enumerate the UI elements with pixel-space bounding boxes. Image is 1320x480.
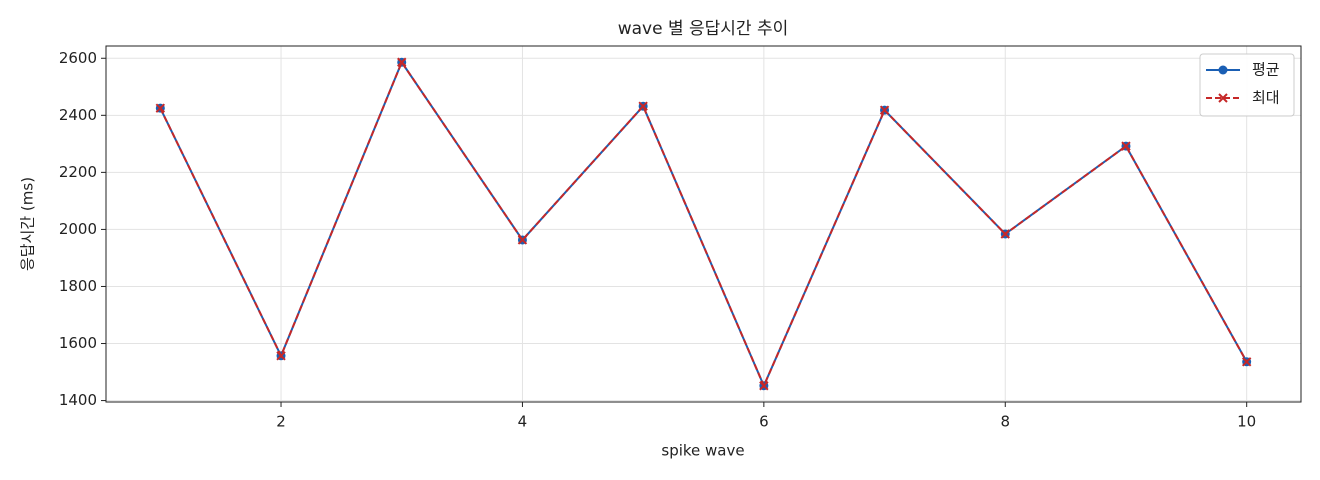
y-tick-label: 2200 xyxy=(59,163,97,181)
chart-title: wave 별 응답시간 추이 xyxy=(618,19,789,39)
x-tick-label: 2 xyxy=(276,413,286,431)
x-tick-label: 10 xyxy=(1237,413,1256,431)
marker xyxy=(1241,357,1252,367)
marker xyxy=(638,101,648,111)
legend-marker xyxy=(1218,65,1228,75)
y-tick-label: 1400 xyxy=(59,391,97,409)
marker xyxy=(276,351,286,361)
plot-frame xyxy=(105,45,1302,403)
legend-label: 최대 xyxy=(1252,89,1280,107)
y-tick-label: 1600 xyxy=(59,334,97,352)
y-axis-label: 응답시간 (ms) xyxy=(19,177,37,271)
x-tick-label: 6 xyxy=(759,413,769,431)
marker xyxy=(155,103,166,113)
x-axis-label: spike wave xyxy=(661,442,744,460)
y-tick-label: 2600 xyxy=(59,49,97,67)
marker xyxy=(1000,229,1010,239)
marker xyxy=(879,105,890,115)
marker xyxy=(517,235,528,245)
x-tick-label: 8 xyxy=(1000,413,1010,431)
y-tick-label: 1800 xyxy=(59,277,97,295)
y-tick-label: 2400 xyxy=(59,106,97,124)
legend-box xyxy=(1199,53,1295,117)
legend-label: 평균 xyxy=(1252,61,1280,79)
marker xyxy=(397,57,407,67)
marker xyxy=(1121,141,1131,151)
legend-marker xyxy=(1218,93,1228,103)
y-tick-label: 2000 xyxy=(59,220,97,238)
x-tick-label: 4 xyxy=(518,413,528,431)
marker xyxy=(759,381,769,391)
line xyxy=(159,60,1248,389)
